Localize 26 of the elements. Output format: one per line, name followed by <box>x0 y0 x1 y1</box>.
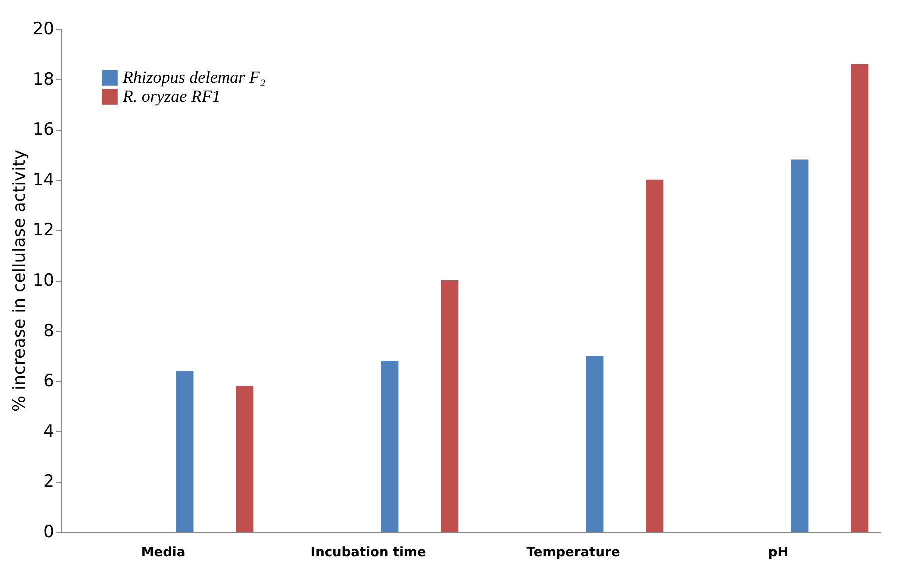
bar <box>441 280 459 532</box>
y-tick-label: 8 <box>44 321 54 342</box>
y-tick-label: 6 <box>44 372 54 392</box>
y-axis-title: % increase in cellulase activity <box>10 150 30 412</box>
bar <box>851 64 869 532</box>
x-tick-label: Media <box>141 546 186 560</box>
bar <box>381 360 399 532</box>
x-tick-label: pH <box>768 546 789 560</box>
y-tick-label: 10 <box>32 271 54 291</box>
y-tick-label: 16 <box>32 120 54 140</box>
y-tick-label: 0 <box>44 522 54 542</box>
bar <box>646 180 664 532</box>
bar <box>586 356 604 532</box>
bar <box>176 371 194 532</box>
bar <box>236 386 254 532</box>
y-tick-label: 4 <box>44 422 54 442</box>
x-tick-label: Temperature <box>526 546 620 560</box>
y-tick-label: 14 <box>32 170 54 190</box>
y-tick-label: 12 <box>32 220 54 241</box>
y-tick-label: 18 <box>32 70 54 90</box>
bar <box>791 160 809 532</box>
y-tick-label: 2 <box>44 472 54 492</box>
y-tick-label: 20 <box>32 20 54 40</box>
legend-label: Rhizopus delemar F₂ <box>122 68 266 87</box>
legend-label: R. oryzae RF1 <box>122 87 221 106</box>
x-tick-label: Incubation time <box>310 546 426 560</box>
